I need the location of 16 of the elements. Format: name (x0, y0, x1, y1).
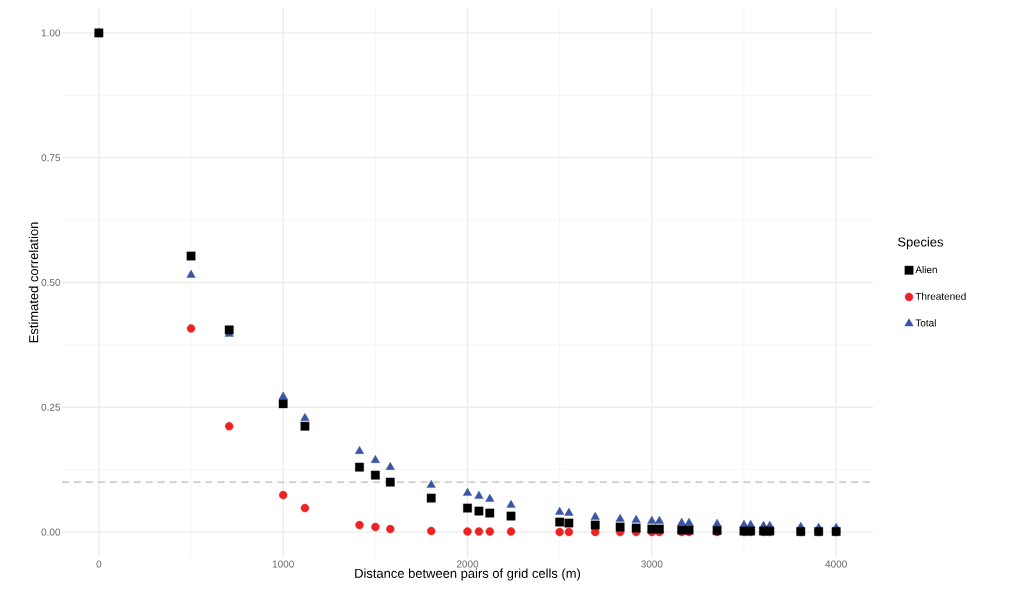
x-axis-title: Distance between pairs of grid cells (m) (355, 568, 581, 581)
legend-label: Threatened (915, 292, 966, 300)
legend-label: Total (915, 319, 936, 327)
x-tick-label: 1000 (272, 560, 294, 568)
y-tick-label: 1.00 (41, 29, 61, 37)
x-tick-label: 2000 (456, 560, 479, 568)
y-tick-label: 0.00 (41, 528, 61, 536)
y-axis-title: Estimated correlation (28, 222, 39, 343)
x-tick-label: 4000 (825, 560, 847, 568)
y-tick-label: 0.75 (41, 154, 61, 162)
legend-title: Species (898, 237, 944, 250)
legend-label: Alien (915, 265, 937, 274)
x-tick-label: 3000 (641, 560, 663, 568)
y-tick-label: 0.50 (41, 278, 61, 287)
x-tick-label: 0 (96, 560, 102, 568)
y-tick-label: 0.25 (41, 403, 61, 411)
